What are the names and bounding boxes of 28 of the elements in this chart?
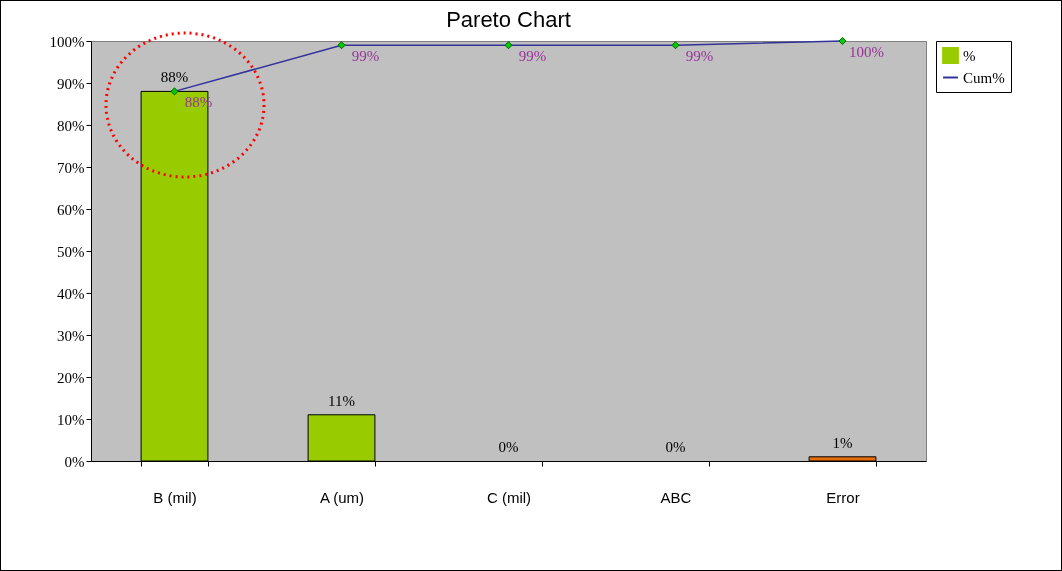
y-tick-label: 80% — [57, 117, 85, 134]
y-tick-label: 60% — [57, 201, 85, 218]
x-tick-label: C (mil) — [486, 488, 532, 506]
data-label: 1% — [832, 434, 853, 451]
data-label: 100% — [849, 44, 884, 60]
x-tick-label: B (mil) — [153, 488, 197, 506]
chart-title: Pareto Chart — [446, 7, 571, 32]
data-label: 88% — [160, 69, 189, 86]
y-tick-label: 10% — [57, 411, 85, 428]
y-tick-label: 100% — [49, 33, 85, 50]
data-label: 11% — [328, 392, 355, 409]
data-label: 99% — [518, 48, 547, 65]
x-tick-label: A (um) — [319, 488, 365, 506]
y-tick-label: 50% — [57, 243, 85, 260]
y-tick-label: 40% — [57, 285, 85, 302]
y-tick-label: 20% — [57, 369, 85, 386]
data-label: 99% — [351, 48, 380, 65]
data-label: 99% — [685, 48, 714, 65]
y-tick-label: 90% — [57, 75, 85, 92]
legend-label: Cum% — [963, 69, 1005, 86]
data-label: 0% — [498, 439, 519, 455]
y-tick-label: 70% — [57, 159, 85, 176]
legend-label: % — [963, 47, 976, 64]
data-label: 0% — [665, 439, 686, 455]
x-tick-label: Error — [826, 488, 860, 506]
x-tick-label: ABC — [660, 488, 692, 506]
y-tick-label: 30% — [57, 327, 85, 344]
y-tick-label: 0% — [64, 453, 85, 470]
